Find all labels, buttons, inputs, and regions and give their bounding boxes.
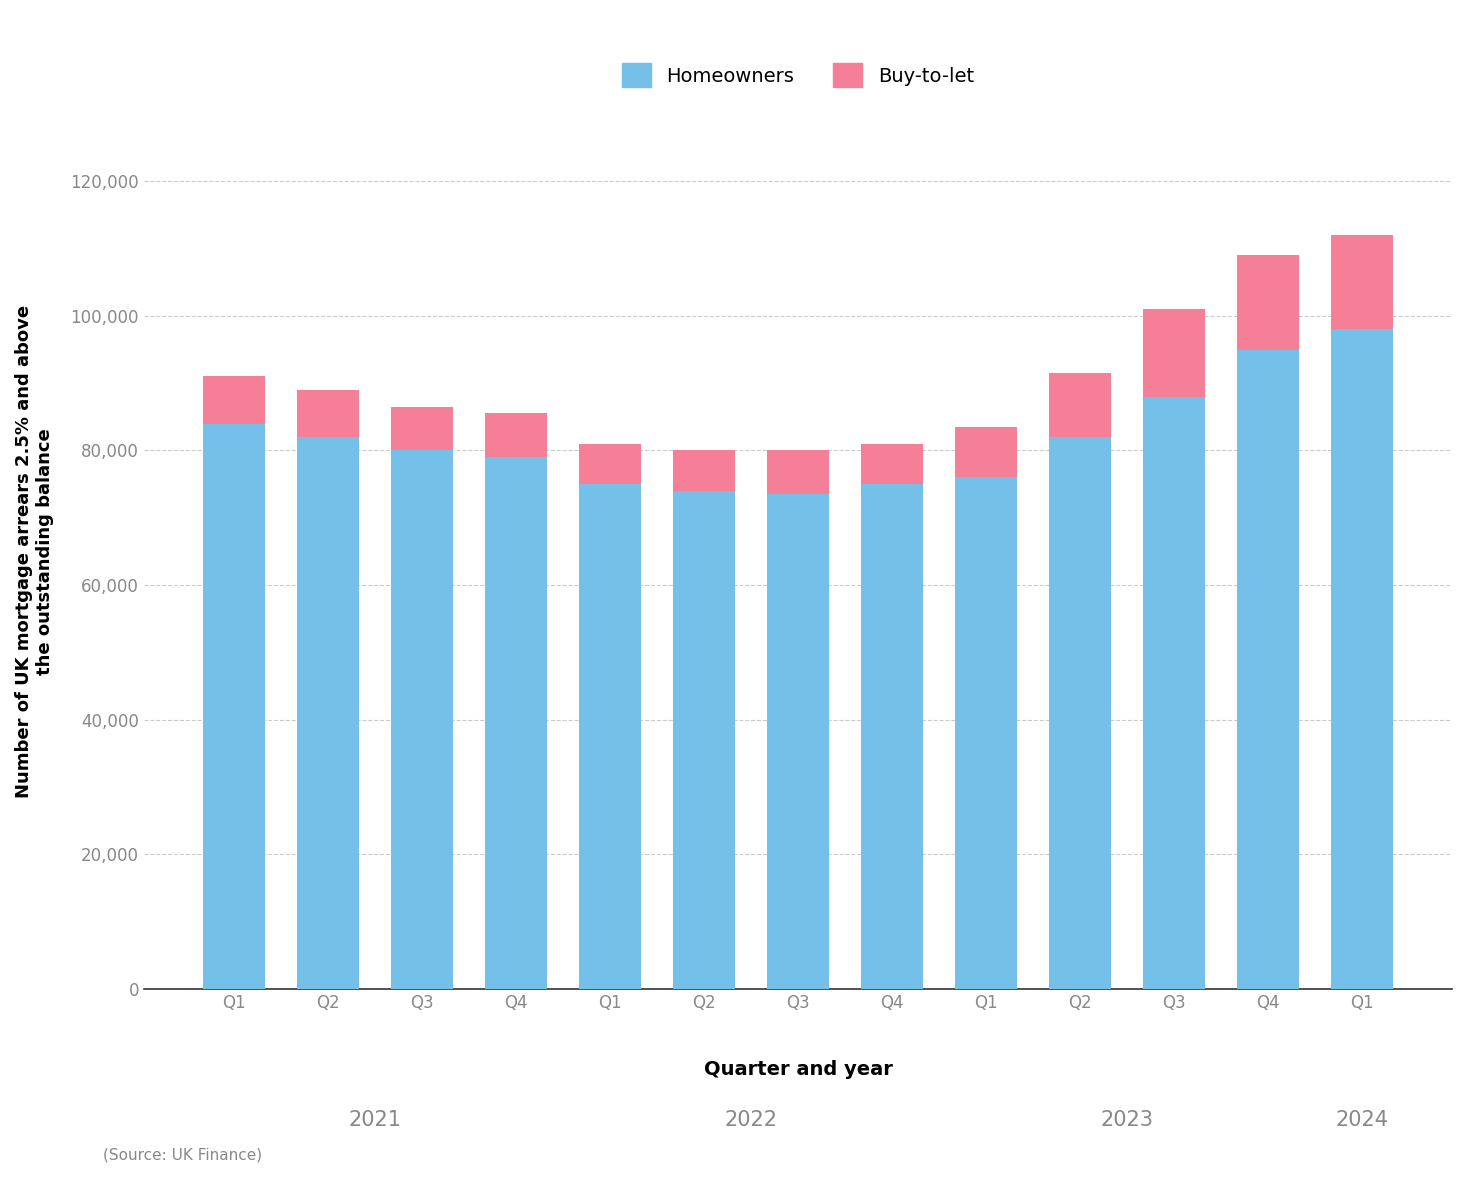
Bar bbox=[579, 444, 641, 484]
Bar bbox=[486, 458, 547, 989]
Bar bbox=[1143, 310, 1204, 396]
Text: 2022: 2022 bbox=[725, 1110, 778, 1130]
Bar bbox=[861, 484, 923, 989]
Text: 2024: 2024 bbox=[1335, 1110, 1388, 1130]
Bar bbox=[204, 376, 264, 423]
Text: (Source: UK Finance): (Source: UK Finance) bbox=[103, 1147, 261, 1162]
Bar bbox=[1049, 374, 1111, 436]
Bar bbox=[579, 484, 641, 989]
Bar bbox=[1332, 330, 1392, 989]
Bar bbox=[392, 407, 452, 451]
Text: 2021: 2021 bbox=[349, 1110, 402, 1130]
Bar bbox=[955, 478, 1017, 989]
Bar bbox=[955, 427, 1017, 478]
Bar bbox=[298, 436, 358, 989]
Bar bbox=[1049, 436, 1111, 989]
Text: 2023: 2023 bbox=[1100, 1110, 1153, 1130]
Bar bbox=[204, 423, 264, 989]
Bar bbox=[486, 414, 547, 458]
Bar bbox=[298, 390, 358, 436]
Bar bbox=[392, 451, 452, 989]
Bar bbox=[767, 495, 829, 989]
Bar bbox=[1238, 350, 1298, 989]
Bar bbox=[1143, 396, 1204, 989]
Bar bbox=[1332, 235, 1392, 330]
Bar bbox=[673, 491, 735, 989]
Bar bbox=[673, 451, 735, 491]
Bar bbox=[861, 444, 923, 484]
Bar bbox=[767, 451, 829, 495]
Legend: Homeowners, Buy-to-let: Homeowners, Buy-to-let bbox=[612, 53, 984, 97]
X-axis label: Quarter and year: Quarter and year bbox=[704, 1060, 892, 1079]
Y-axis label: Number of UK mortgage arrears 2.5% and above
the outstanding balance: Number of UK mortgage arrears 2.5% and a… bbox=[15, 305, 54, 798]
Bar bbox=[1238, 255, 1298, 350]
